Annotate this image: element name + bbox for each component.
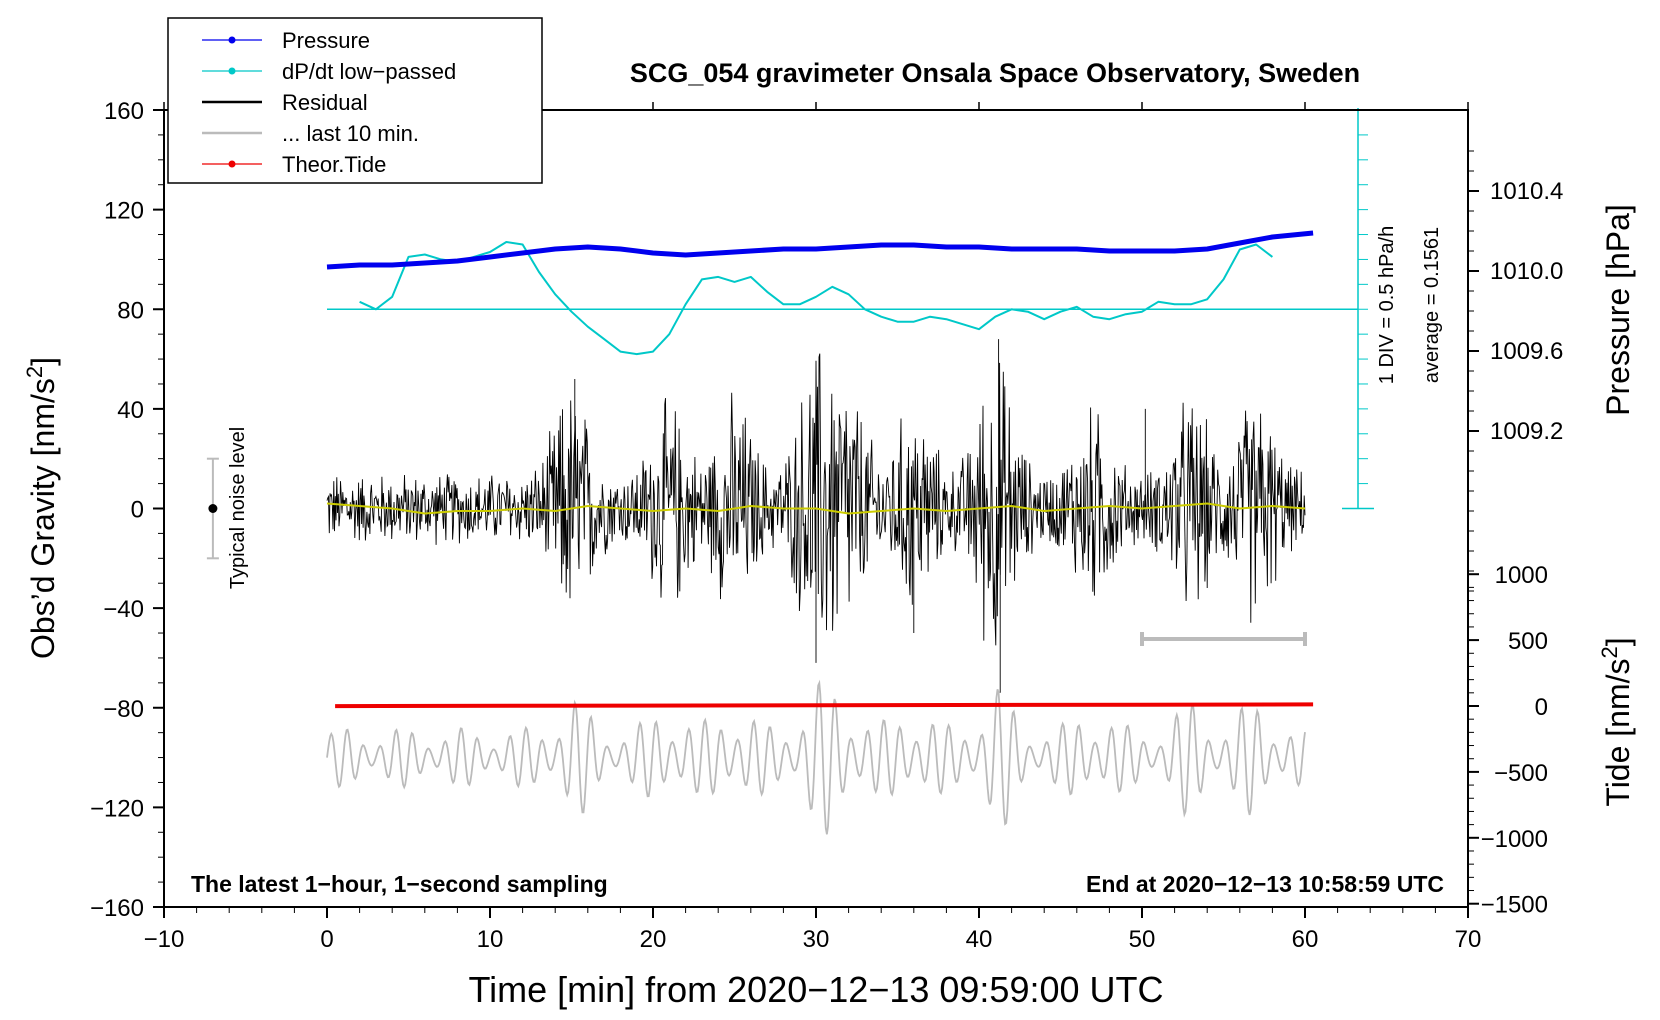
noise-level-dot bbox=[208, 504, 218, 513]
y-tick-label: 120 bbox=[104, 198, 144, 225]
y-tick-label: 160 bbox=[104, 98, 144, 125]
legend-label: Theor.Tide bbox=[282, 152, 386, 177]
footer-end-time: End at 2020−12−13 10:58:59 UTC bbox=[1086, 871, 1444, 897]
pressure-tick-label: 1009.6 bbox=[1490, 338, 1563, 365]
last-10-min-series bbox=[326, 679, 1306, 835]
tide-axis: 1000 500 0 −500 −1000 −1500 bbox=[1468, 562, 1548, 919]
dpdt-series bbox=[359, 241, 1274, 356]
x-tick-label: 10 bbox=[477, 926, 504, 953]
tide-axis-label: Tide [nm/s2] bbox=[1597, 637, 1636, 806]
legend-box bbox=[167, 17, 543, 184]
x-axis-label: Time [min] from 2020−12−13 09:59:00 UTC bbox=[468, 969, 1163, 1010]
footer-sampling-note: The latest 1−hour, 1−second sampling bbox=[191, 871, 608, 897]
pressure-axis: 1010.4 1010.0 1009.6 1009.2 bbox=[1468, 150, 1563, 592]
y-axis-label: Obs’d Gravity [nm/s2] bbox=[22, 357, 61, 659]
plot-area bbox=[206, 108, 1374, 835]
tide-tick-label: 0 bbox=[1535, 694, 1548, 721]
legend-label: Residual bbox=[282, 90, 368, 115]
pressure-series bbox=[326, 230, 1314, 270]
x-tick-label: 50 bbox=[1129, 926, 1156, 953]
tide-tick-label: 1000 bbox=[1495, 562, 1548, 589]
x-tick-label: 40 bbox=[966, 926, 993, 953]
legend-label: Pressure bbox=[282, 28, 370, 53]
residual-series bbox=[326, 339, 1306, 693]
x-tick-label: 30 bbox=[803, 926, 830, 953]
x-tick-label: 70 bbox=[1455, 926, 1482, 953]
y-tick-label: −160 bbox=[90, 895, 144, 922]
y-tick-label: 0 bbox=[131, 497, 144, 524]
y-tick-label: −40 bbox=[103, 596, 144, 623]
pressure-tick-label: 1010.0 bbox=[1490, 258, 1563, 285]
pressure-tick-label: 1009.2 bbox=[1490, 418, 1563, 445]
chart-title: SCG_054 gravimeter Onsala Space Observat… bbox=[630, 58, 1360, 88]
x-tick-label: −10 bbox=[144, 926, 185, 953]
tide-tick-label: −1000 bbox=[1481, 826, 1548, 853]
legend-marker bbox=[228, 67, 236, 75]
y-axis: 160 120 80 40 0 −40 −80 −120 −160 bbox=[90, 98, 164, 922]
dpdt-scale-label: 1 DIV = 0.5 hPa/h bbox=[1376, 226, 1398, 384]
x-tick-label: 60 bbox=[1292, 926, 1319, 953]
legend-marker bbox=[228, 160, 236, 168]
y-tick-label: 40 bbox=[117, 397, 144, 424]
x-axis: −10 0 10 20 30 40 50 60 70 bbox=[144, 102, 1482, 953]
tide-tick-label: −1500 bbox=[1481, 892, 1548, 919]
legend-label: dP/dt low−passed bbox=[282, 59, 456, 84]
pressure-tick-label: 1010.4 bbox=[1490, 178, 1563, 205]
tide-tick-label: −500 bbox=[1494, 760, 1548, 787]
x-tick-label: 0 bbox=[320, 926, 333, 953]
legend-marker bbox=[228, 36, 236, 44]
residual-mean-series bbox=[326, 502, 1306, 515]
x-tick-label: 20 bbox=[640, 926, 667, 953]
y-tick-label: −80 bbox=[103, 696, 144, 723]
pressure-axis-label: Pressure [hPa] bbox=[1600, 204, 1636, 416]
y-tick-label: 80 bbox=[117, 297, 144, 324]
y-tick-label: −120 bbox=[90, 795, 144, 822]
legend-label: ... last 10 min. bbox=[282, 121, 419, 146]
dpdt-average-label: average = 0.1561 bbox=[1421, 227, 1443, 383]
tide-tick-label: 500 bbox=[1508, 628, 1548, 655]
noise-level-label: Typical noise level bbox=[227, 427, 249, 589]
legend: Pressure dP/dt low−passed Residual ... last… bbox=[167, 17, 543, 184]
tide-series bbox=[335, 702, 1314, 709]
